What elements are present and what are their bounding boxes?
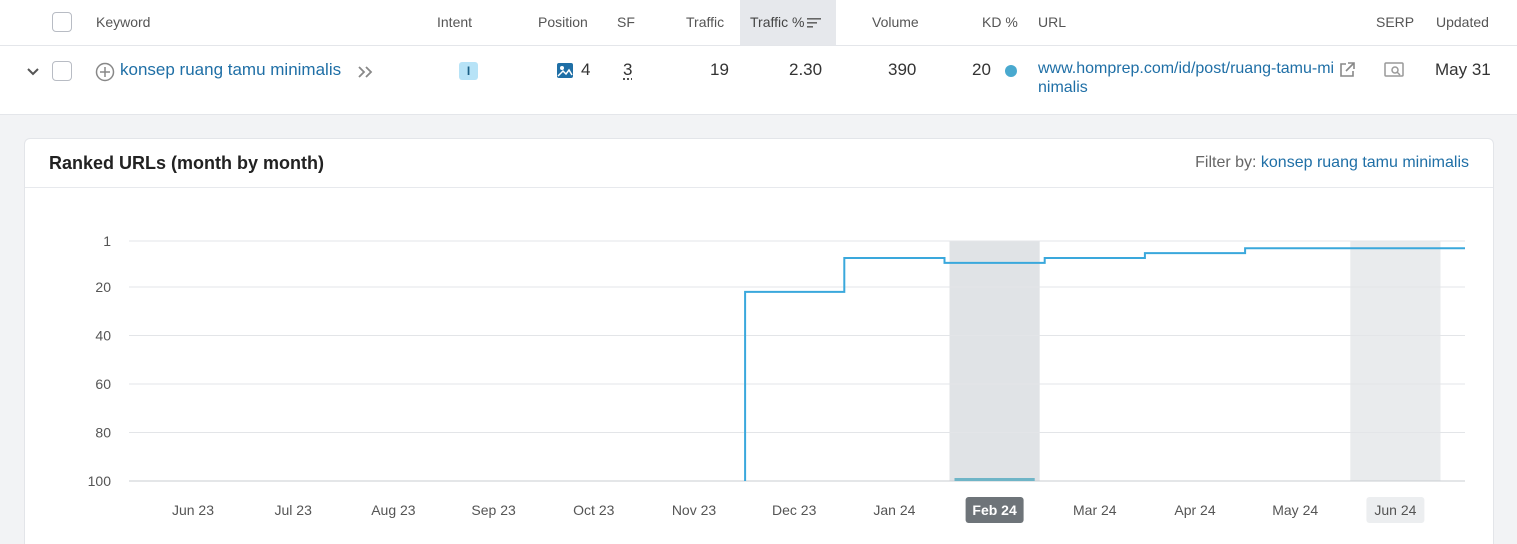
double-chevron-right-icon[interactable] <box>357 65 375 79</box>
table-header: Keyword Intent Position SF Traffic Traff… <box>0 0 1517 46</box>
x-tick-label: Oct 23 <box>573 502 614 518</box>
traffic-value: 19 <box>710 60 729 80</box>
traffic-percent-header-label: Traffic % <box>750 14 804 30</box>
serp-preview-icon[interactable] <box>1384 62 1404 78</box>
url-column-header[interactable]: URL <box>1038 0 1066 45</box>
sf-column-header[interactable]: SF <box>617 0 635 45</box>
x-tick-label: Jan 24 <box>873 502 915 518</box>
volume-column-header[interactable]: Volume <box>872 0 919 45</box>
x-tick-label: Mar 24 <box>1073 502 1117 518</box>
intent-column-header[interactable]: Intent <box>437 0 472 45</box>
x-tick-label: Sep 23 <box>471 502 516 518</box>
external-link-icon[interactable] <box>1338 61 1356 79</box>
image-icon <box>556 62 574 79</box>
selected-month-marker <box>955 478 1035 481</box>
keyword-link[interactable]: konsep ruang tamu minimalis <box>120 60 341 80</box>
x-tick-label: Dec 23 <box>772 502 817 518</box>
sf-value[interactable]: 3 <box>623 60 632 80</box>
ranked-urls-chart: 1 20 40 60 80 100 Jun 23 Jul 23 Aug 23 Sep 23 Oct … <box>25 139 1495 544</box>
highlight-band <box>1350 241 1440 481</box>
traffic-percent-column-header[interactable]: Traffic % <box>740 0 836 45</box>
url-link[interactable]: www.homprep.com/id/post/ruang-tamu-minim… <box>1038 59 1338 97</box>
position-column-header[interactable]: Position <box>538 0 588 45</box>
kd-column-header[interactable]: KD % <box>982 0 1018 45</box>
x-tick-label: Feb 24 <box>972 502 1017 518</box>
row-checkbox[interactable] <box>52 61 72 81</box>
x-tick-label: May 24 <box>1272 502 1318 518</box>
y-tick-label: 60 <box>95 376 111 392</box>
traffic-percent-value: 2.30 <box>789 60 822 80</box>
add-circle-icon[interactable] <box>95 62 115 82</box>
y-tick-label: 100 <box>88 473 112 489</box>
x-tick-label: Apr 24 <box>1174 502 1215 518</box>
kd-difficulty-dot <box>1005 65 1017 77</box>
updated-column-header[interactable]: Updated <box>1436 0 1489 45</box>
y-tick-label: 1 <box>103 233 111 249</box>
x-tick-label: Jun 24 <box>1374 502 1416 518</box>
ranked-urls-panel: Ranked URLs (month by month) Filter by: … <box>24 138 1494 544</box>
updated-value: May 31 <box>1435 60 1491 80</box>
intent-badge: I <box>459 62 478 80</box>
kd-value: 20 <box>972 60 991 80</box>
table-row: konsep ruang tamu minimalis I 4 3 19 2.3… <box>0 46 1517 115</box>
position-value: 4 <box>581 60 590 80</box>
x-tick-label: Aug 23 <box>371 502 416 518</box>
y-tick-label: 20 <box>95 279 111 295</box>
highlight-band <box>950 241 1040 481</box>
volume-value: 390 <box>888 60 916 80</box>
x-tick-label: Jul 23 <box>275 502 313 518</box>
traffic-column-header[interactable]: Traffic <box>686 0 724 45</box>
select-all-checkbox[interactable] <box>52 12 72 32</box>
sort-desc-icon <box>806 16 822 30</box>
serp-column-header[interactable]: SERP <box>1376 0 1414 45</box>
keyword-column-header[interactable]: Keyword <box>96 0 150 45</box>
x-tick-label: Jun 23 <box>172 502 214 518</box>
chevron-down-icon[interactable] <box>26 66 40 78</box>
x-tick-label: Nov 23 <box>672 502 717 518</box>
y-tick-label: 80 <box>95 425 111 441</box>
y-tick-label: 40 <box>95 328 111 344</box>
